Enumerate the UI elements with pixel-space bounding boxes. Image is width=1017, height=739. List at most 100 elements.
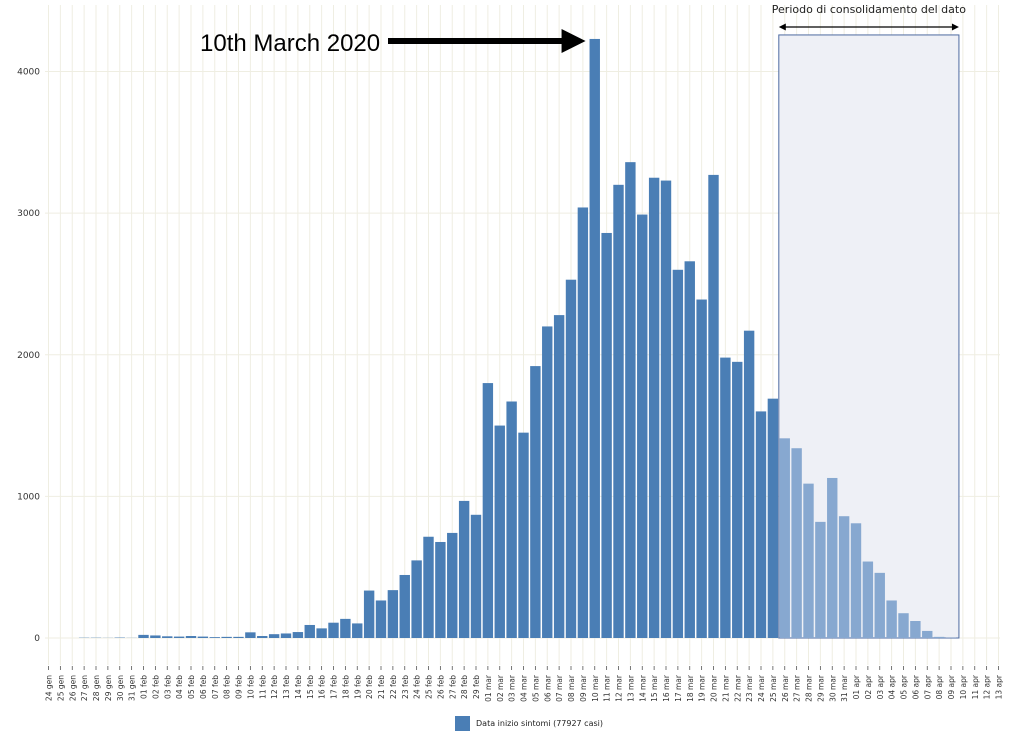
bar-14-mar [637,214,648,638]
bar-07-mar [553,315,565,638]
bar-06-feb [197,636,209,638]
bar-13-feb [280,633,292,638]
x-tick-label: 09 feb [235,675,244,699]
x-tick-label: 27 feb [448,675,457,699]
y-tick-label: 2000 [17,351,40,361]
x-tick-label: 25 gen [56,675,65,701]
x-tick-label: 20 feb [365,675,374,699]
bar-01-mar [482,383,494,638]
x-axis-ticks: 24 gen 25 gen 26 gen 27 gen 28 gen 29 gen 30 g… [45,666,1004,702]
bar-21-feb [375,600,387,638]
x-tick-label: 18 mar [686,674,695,702]
y-tick-label: 1000 [17,492,40,502]
x-tick-label: 12 apr [983,674,992,699]
bar-04-feb [173,636,185,638]
y-tick-label: 3000 [17,209,40,219]
bar-25-mar [767,398,779,638]
x-tick-label: 11 mar [603,674,612,702]
x-tick-label: 24 gen [45,675,54,701]
consolidation-arrow-right-head [951,23,959,31]
x-tick-label: 01 feb [140,675,149,699]
x-tick-label: 26 mar [781,674,790,702]
y-tick-label: 4000 [17,68,40,78]
bar-03-apr [874,572,885,638]
bar-14-feb [292,632,304,638]
x-tick-label: 27 mar [793,674,802,702]
x-tick-label: 10 apr [959,674,968,699]
x-tick-label: 09 apr [947,674,956,699]
x-tick-label: 29 feb [472,675,481,699]
bar-27-mar [791,448,802,638]
bar-08-feb [221,636,232,638]
bar-19-mar [696,299,707,638]
consolidation-arrow-left-head [778,23,786,31]
consolidation-double-arrow [778,23,959,31]
x-tick-label: 03 apr [876,674,885,699]
bar-05-feb [185,636,197,638]
x-tick-label: 30 gen [116,675,125,701]
x-tick-label: 19 feb [353,675,362,699]
bar-15-mar [648,177,660,639]
bar-02-mar [494,425,505,638]
bar-25-feb [423,536,434,638]
x-tick-label: 13 feb [282,675,291,699]
bar-13-mar [625,162,636,638]
x-tick-label: 04 apr [888,674,897,699]
bar-22-feb [387,590,399,638]
bar-19-feb [352,623,363,638]
bar-26-mar [779,438,790,638]
bars [78,38,957,639]
x-tick-label: 31 gen [128,675,137,701]
bar-24-mar [755,411,767,638]
peak-arrow-head [561,29,586,53]
x-tick-label: 16 feb [318,675,327,699]
x-tick-label: 31 mar [840,674,849,702]
y-tick-label: 0 [34,634,40,644]
bar-16-feb [316,628,327,638]
x-tick-label: 06 apr [911,674,920,699]
bar-11-mar [601,232,612,638]
x-tick-label: 01 apr [852,674,861,699]
bar-23-feb [399,574,410,638]
bar-05-apr [898,613,909,638]
x-tick-label: 03 feb [163,675,172,699]
x-tick-label: 09 mar [579,674,588,702]
bar-16-mar [660,180,672,639]
bar-09-mar [577,207,589,638]
bar-29-mar [815,521,826,638]
bar-20-mar [708,174,719,639]
bar-08-apr [933,636,945,638]
legend-swatch [455,716,470,731]
bar-03-mar [506,401,517,638]
bar-24-feb [411,560,422,638]
x-tick-label: 07 feb [211,675,220,699]
x-tick-label: 10 mar [591,674,600,702]
x-tick-label: 28 mar [805,674,814,702]
x-tick-label: 03 mar [508,674,517,702]
x-tick-label: 12 feb [270,675,279,699]
x-tick-label: 07 mar [555,674,564,702]
x-tick-label: 24 feb [413,675,422,699]
x-tick-label: 16 mar [662,674,671,702]
x-tick-label: 05 apr [900,674,909,699]
bar-07-feb [209,637,220,638]
x-tick-label: 28 gen [92,675,101,701]
bar-05-mar [530,366,541,638]
x-tick-label: 13 apr [995,674,1004,699]
bar-17-feb [328,622,339,638]
bar-09-feb [233,636,244,638]
y-axis-ticks: 0 1000 2000 3000 4000 [17,68,40,644]
legend: Data inizio sintomi (77927 casi) [455,716,603,731]
bar-30-mar [827,477,838,638]
x-tick-label: 14 feb [294,675,303,699]
x-tick-label: 26 feb [436,675,445,699]
x-tick-label: 23 feb [401,675,410,699]
bar-10-mar [589,38,600,639]
bar-31-mar [838,516,850,638]
bar-15-feb [304,624,315,638]
bar-07-apr [922,630,933,638]
x-tick-label: 25 mar [769,674,778,702]
x-tick-label: 08 mar [567,674,576,702]
bar-08-mar [565,279,577,638]
